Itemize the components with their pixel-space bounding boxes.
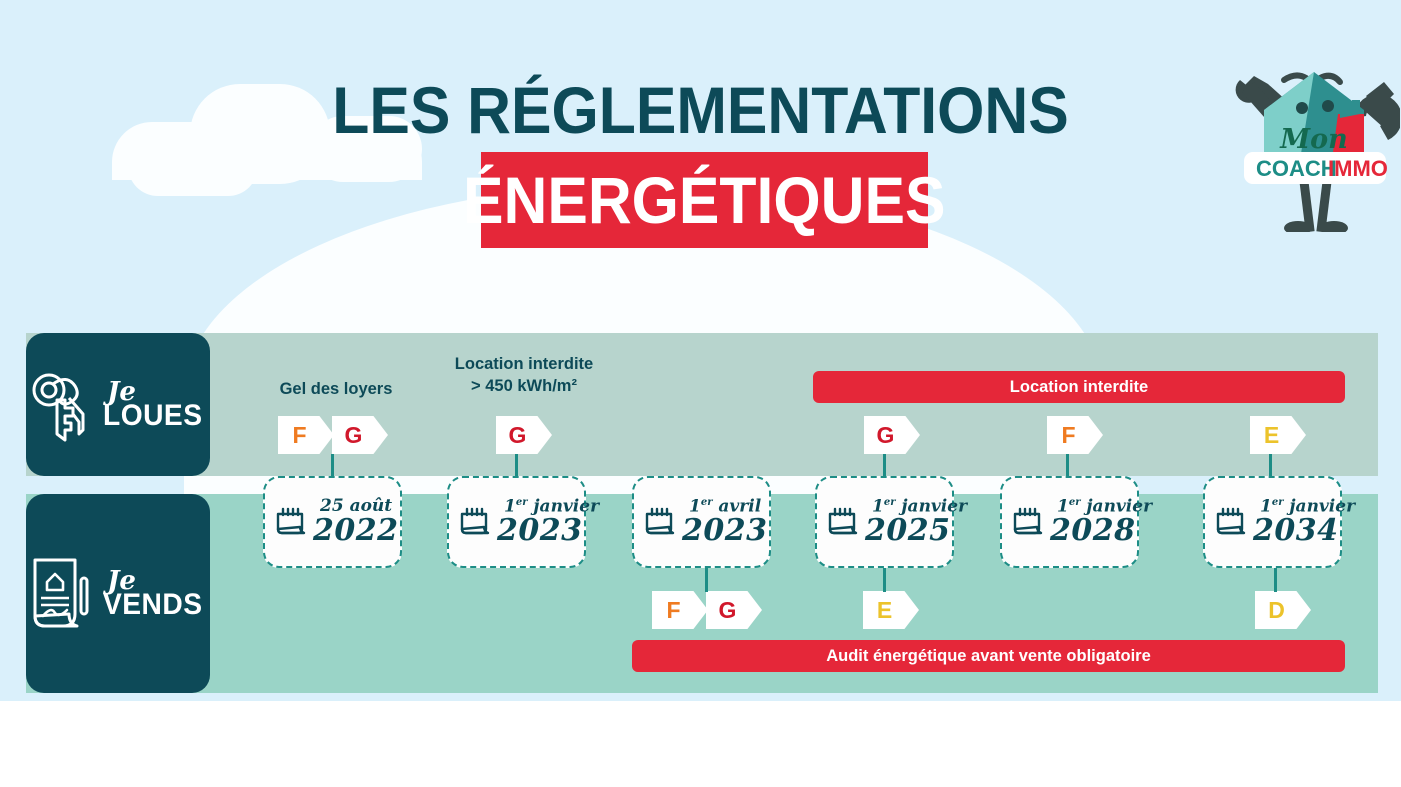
date-card-day: 1er avril: [689, 496, 762, 517]
stem-rent-3: [883, 454, 886, 478]
date-card-text: 1er janvier 2023: [497, 496, 600, 549]
stem-sell-3: [1274, 568, 1277, 592]
page-title-line2: ÉNERGÉTIQUES: [463, 163, 946, 237]
calendar-icon: [460, 507, 490, 535]
date-card-text: 1er janvier 2025: [865, 496, 968, 549]
logo-word-immo: IMMO: [1328, 156, 1388, 181]
band-rent: [26, 333, 1378, 476]
calendar-icon: [645, 507, 675, 535]
calendar-icon: [828, 507, 858, 535]
date-card-year: 2034: [1253, 513, 1339, 549]
sidebar-je-loues-je: Je: [107, 376, 136, 407]
sidebar-je-vends-je: Je: [107, 565, 136, 596]
label-location-interdite-450: Location interdite > 450 kWh/m²: [454, 355, 594, 395]
label-gel-des-loyers: Gel des loyers: [279, 380, 393, 398]
dpe-letter: G: [344, 421, 363, 448]
sidebar-item-je-vends[interactable]: Je VENDS: [26, 494, 210, 693]
date-card-2022[interactable]: 25 août 2022: [263, 476, 402, 568]
dpe-letter: F: [1061, 421, 1076, 448]
date-card-text: 1er janvier 2034: [1253, 496, 1356, 549]
date-card-2028[interactable]: 1er janvier 2028: [1000, 476, 1152, 568]
stem-sell-1: [705, 568, 708, 592]
date-card-2034[interactable]: 1er janvier 2034: [1203, 476, 1355, 568]
date-card-day: 1er janvier: [504, 496, 600, 517]
dpe-letter: E: [876, 596, 893, 623]
stem-rent-5: [1269, 454, 1272, 478]
calendar-icon: [1216, 507, 1246, 535]
date-card-day: 1er janvier: [1057, 496, 1153, 517]
date-card-year: 2023: [682, 513, 768, 549]
logo-mon-coach-immo[interactable]: Mon COACH IMMO: [1228, 52, 1401, 235]
dpe-letter: G: [718, 596, 737, 623]
redbar-location-interdite: Location interdite: [813, 371, 1345, 403]
date-card-year: 2028: [1050, 513, 1136, 549]
dpe-letter: F: [292, 421, 307, 448]
stem-rent-4: [1066, 454, 1069, 478]
header: LES RÉGLEMENTATIONS ÉNERGÉTIQUES: [0, 0, 1401, 300]
keys-icon: [32, 373, 85, 441]
date-card-year: 2022: [313, 513, 399, 548]
date-card-year: 2023: [497, 513, 583, 549]
cloud-shape-bump-mid: [190, 84, 330, 184]
date-card-day: 1er janvier: [1260, 496, 1356, 517]
dpe-letter: E: [1263, 421, 1280, 448]
date-card-day: 1er janvier: [872, 496, 968, 517]
stem-rent-1: [331, 454, 334, 478]
calendar-icon: [276, 507, 306, 535]
dpe-letter: D: [1268, 596, 1285, 623]
cloud-shape-bump-right: [310, 116, 422, 182]
redbar-audit-energetique: Audit énergétique avant vente obligatoir…: [632, 640, 1345, 672]
stem-sell-2: [883, 568, 886, 592]
date-card-text: 1er janvier 2028: [1050, 496, 1153, 549]
sidebar-label-group: Je LOUES: [103, 379, 209, 431]
sidebar-label-group-2: Je VENDS: [103, 568, 209, 620]
sidebar-je-loues-word: LOUES: [103, 398, 203, 432]
stem-rent-2: [515, 454, 518, 478]
logo-word-coach: COACH: [1256, 156, 1337, 181]
dpe-letter: G: [876, 421, 895, 448]
date-card-text: 1er avril 2023: [682, 496, 768, 549]
page-title-line2-highlight: ÉNERGÉTIQUES: [463, 152, 946, 248]
page-title-line1: LES RÉGLEMENTATIONS: [332, 73, 1069, 147]
date-card-text: 25 août 2022: [313, 498, 399, 546]
dpe-letter: G: [508, 421, 527, 448]
mascot-icon: Mon COACH IMMO: [1235, 72, 1401, 235]
date-card-2023-avril[interactable]: 1er avril 2023: [632, 476, 771, 568]
dpe-letter: F: [666, 596, 681, 623]
date-card-day: 25 août: [320, 496, 393, 516]
bottom-white-strip: [0, 701, 1401, 787]
logo-word-mon: Mon: [1279, 124, 1348, 155]
date-card-2023-janvier[interactable]: 1er janvier 2023: [447, 476, 599, 568]
sidebar-je-vends-word: VENDS: [103, 587, 203, 621]
calendar-icon: [1013, 507, 1043, 535]
date-card-2025[interactable]: 1er janvier 2025: [815, 476, 967, 568]
sidebar-item-je-loues[interactable]: Je LOUES: [26, 333, 210, 476]
date-card-year: 2025: [865, 513, 951, 549]
contract-document-icon: [33, 558, 89, 627]
